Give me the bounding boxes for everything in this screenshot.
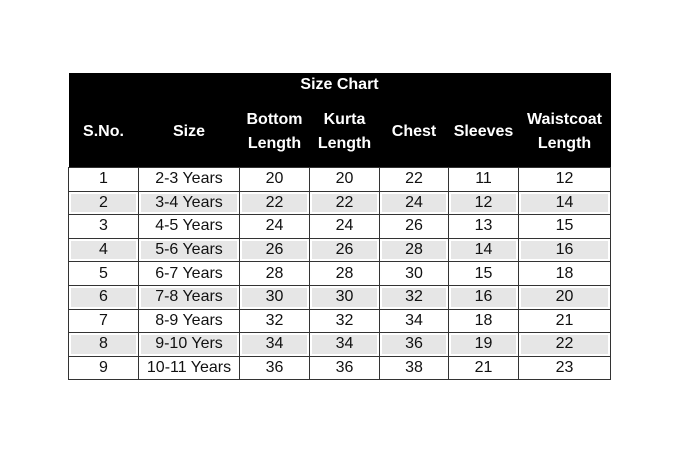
column-header: Kurta Length (309, 97, 380, 168)
table-cell: 32 (239, 308, 310, 334)
table-cell: 14 (448, 237, 519, 263)
table-cell: 6 (68, 284, 139, 310)
table-cell: 15 (517, 214, 612, 239)
table-cell: 5 (68, 261, 139, 286)
table-cell: 9 (68, 355, 139, 381)
table-cell: 6-7 Years (138, 261, 240, 286)
table-cell: 24 (309, 214, 380, 239)
table-cell: 32 (379, 284, 449, 310)
table-row: 5 6-7 Years 28 28 30 15 18 (68, 261, 612, 286)
table-cell: 21 (448, 355, 519, 381)
size-chart-table: Size Chart S.No. Size Bottom Length Kurta L… (68, 73, 612, 381)
table-cell: 7 (68, 308, 139, 334)
table-cell: 26 (309, 237, 380, 263)
table-cell: 34 (379, 308, 449, 334)
table-row: 3 4-5 Years 24 24 26 13 15 (68, 214, 612, 239)
table-cell: 21 (517, 308, 612, 334)
table-cell: 32 (309, 308, 380, 334)
table-cell: 1 (68, 167, 139, 192)
table-cell: 26 (239, 237, 310, 263)
column-header: Waistcoat Length (518, 97, 611, 168)
table-cell: 38 (379, 355, 449, 381)
table-cell: 18 (517, 261, 612, 286)
table-row: 4 5-6 Years 26 26 28 14 16 (68, 237, 612, 263)
table-row: 1 2-3 Years 20 20 22 11 12 (68, 167, 612, 192)
table-cell: 22 (309, 190, 380, 216)
table-row: 8 9-10 Yers 34 34 36 19 22 (68, 332, 612, 357)
table-title: Size Chart (68, 73, 611, 97)
table-cell: 19 (448, 332, 519, 357)
table-cell: 16 (517, 237, 612, 263)
column-header: S.No. (68, 97, 139, 168)
table-cell: 36 (379, 332, 449, 357)
table-cell: 5-6 Years (138, 237, 240, 263)
table-cell: 24 (239, 214, 310, 239)
table-cell: 28 (309, 261, 380, 286)
table-cell: 30 (309, 284, 380, 310)
table-cell: 3-4 Years (138, 190, 240, 216)
table-cell: 2 (68, 190, 139, 216)
table-cell: 8 (68, 332, 139, 357)
table-cell: 4 (68, 237, 139, 263)
table-cell: 10-11 Years (138, 355, 240, 381)
table-row: 6 7-8 Years 30 30 32 16 20 (68, 284, 612, 310)
table-cell: 20 (517, 284, 612, 310)
column-header: Bottom Length (239, 97, 310, 168)
table-cell: 22 (379, 167, 449, 192)
table-cell: 36 (309, 355, 380, 381)
table-cell: 12 (448, 190, 519, 216)
table-cell: 4-5 Years (138, 214, 240, 239)
table-cell: 14 (517, 190, 612, 216)
table-row: 2 3-4 Years 22 22 24 12 14 (68, 190, 612, 216)
table-cell: 30 (239, 284, 310, 310)
column-header: Sleeves (448, 97, 519, 168)
table-cell: 3 (68, 214, 139, 239)
table-cell: 16 (448, 284, 519, 310)
table-cell: 18 (448, 308, 519, 334)
table-cell: 12 (517, 167, 612, 192)
table-cell: 30 (379, 261, 449, 286)
table-cell: 28 (239, 261, 310, 286)
table-cell: 11 (448, 167, 519, 192)
table-cell: 7-8 Years (138, 284, 240, 310)
table-cell: 26 (379, 214, 449, 239)
table-cell: 9-10 Yers (138, 332, 240, 357)
table-cell: 20 (239, 167, 310, 192)
table-cell: 22 (239, 190, 310, 216)
column-header: Chest (379, 97, 449, 168)
table-cell: 15 (448, 261, 519, 286)
table-cell: 2-3 Years (138, 167, 240, 192)
table-cell: 23 (517, 355, 612, 381)
table-cell: 22 (517, 332, 612, 357)
table-cell: 13 (448, 214, 519, 239)
table-cell: 20 (309, 167, 380, 192)
table-cell: 34 (309, 332, 380, 357)
column-header: Size (138, 97, 240, 168)
table-cell: 36 (239, 355, 310, 381)
table-cell: 8-9 Years (138, 308, 240, 334)
table-row: 7 8-9 Years 32 32 34 18 21 (68, 308, 612, 334)
table-cell: 34 (239, 332, 310, 357)
table-cell: 24 (379, 190, 449, 216)
table-cell: 28 (379, 237, 449, 263)
table-row: 9 10-11 Years 36 36 38 21 23 (68, 355, 612, 381)
